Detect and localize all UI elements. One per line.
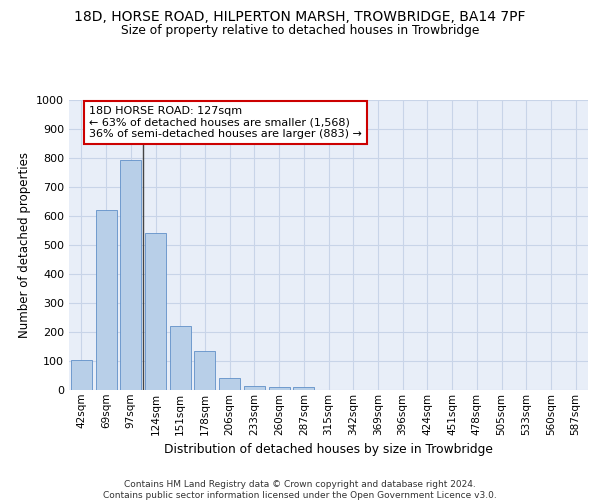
Bar <box>293 387 314 390</box>
Bar <box>71 360 92 390</box>
Bar <box>244 386 265 390</box>
Bar <box>145 234 166 390</box>
Text: Size of property relative to detached houses in Trowbridge: Size of property relative to detached ho… <box>121 24 479 37</box>
Bar <box>194 351 215 390</box>
Bar <box>219 378 240 390</box>
Text: Contains HM Land Registry data © Crown copyright and database right 2024.
Contai: Contains HM Land Registry data © Crown c… <box>103 480 497 500</box>
Text: 18D, HORSE ROAD, HILPERTON MARSH, TROWBRIDGE, BA14 7PF: 18D, HORSE ROAD, HILPERTON MARSH, TROWBR… <box>74 10 526 24</box>
Bar <box>269 387 290 390</box>
Bar <box>95 210 116 390</box>
Text: Distribution of detached houses by size in Trowbridge: Distribution of detached houses by size … <box>164 442 493 456</box>
Y-axis label: Number of detached properties: Number of detached properties <box>17 152 31 338</box>
Bar <box>170 326 191 390</box>
Bar <box>120 160 141 390</box>
Text: 18D HORSE ROAD: 127sqm
← 63% of detached houses are smaller (1,568)
36% of semi-: 18D HORSE ROAD: 127sqm ← 63% of detached… <box>89 106 362 139</box>
